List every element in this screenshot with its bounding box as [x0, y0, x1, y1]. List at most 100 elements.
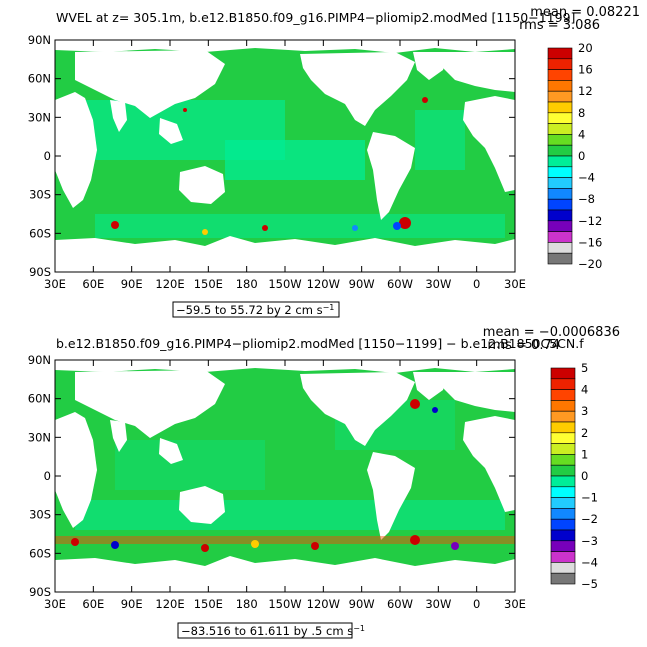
panel-1-lon-label: 90W: [349, 277, 375, 291]
panel-2-colorbar-label: 1: [581, 447, 588, 461]
panel-1-colorbar-label: 12: [578, 84, 593, 98]
panel-2-colorbar-swatch: [550, 551, 576, 563]
panel-1-colorbar-label: −4: [578, 171, 595, 185]
panel-2-lon-label: 180: [236, 597, 258, 611]
panel-1-map: [54, 39, 516, 273]
panel-2-colorbar-swatch: [550, 572, 576, 585]
panel-1-colorbar-swatch: [547, 112, 573, 124]
panel-2-range-label: −83.516 to 61.611 by .5 cm s−1: [181, 624, 365, 638]
panel-2-hotspots: [55, 399, 515, 552]
panel-2-colorbar: 5 4 3 2 1 0 −1 −2 −3 −4 −5: [550, 361, 598, 591]
panel-1-lon-label: 150E: [194, 277, 223, 291]
panel-2-lat-label: 60N: [28, 392, 51, 406]
panel-2-lat-label: 90N: [28, 353, 51, 367]
panel-1-lon-label: 0: [473, 277, 480, 291]
panel-1-colorbar-swatch: [547, 177, 573, 189]
panel-2-lat-label: 90S: [29, 585, 51, 599]
panel-2-colorbar-label: 5: [581, 361, 588, 375]
panel-2-lon-label: 90W: [349, 597, 375, 611]
panel-1-colorbar-label: 8: [578, 106, 585, 120]
panel-2-lon-label: 150W: [268, 597, 301, 611]
panel-1-lon-label: 120E: [155, 277, 184, 291]
panel-1-colorbar-label: 20: [578, 41, 593, 55]
panel-1-lon-label: 120W: [307, 277, 340, 291]
panel-2-colorbar-swatch: [550, 410, 576, 423]
panel-2-map: [54, 359, 516, 593]
panel-1-colorbar-label: −16: [578, 235, 602, 249]
panel-2-colorbar-label: 4: [581, 383, 588, 397]
panel-2-lon-label: 60W: [387, 597, 413, 611]
panel-1-colorbar-swatch: [547, 188, 573, 200]
panel-2-colorbar-swatch: [550, 400, 576, 412]
panel-1-lat-label: 30N: [28, 110, 51, 124]
panel-2-lon-label: 30E: [504, 597, 526, 611]
panel-1-colorbar-swatch: [547, 242, 573, 254]
panel-1-colorbar-label: −12: [578, 214, 602, 228]
panel-1-colorbar-swatch: [547, 252, 573, 265]
panel-1-colorbar: 20 16 12 8 4 0 −4 −8 −12 −16 −20: [547, 41, 602, 271]
panel-1-colorbar-label: −20: [578, 257, 602, 271]
panel-2-colorbar-swatch: [550, 378, 576, 390]
panel-1-lat-axis: 90N 60N 30N 0 30S 60S 90S: [28, 33, 515, 279]
panel-1-colorbar-swatch: [547, 90, 573, 103]
panel-2-colorbar-swatch: [550, 367, 576, 380]
panel-1-lon-label: 150W: [268, 277, 301, 291]
panel-2-rms: rms = 0.74: [487, 338, 560, 353]
panel-1-lat-label: 90S: [29, 265, 51, 279]
panel-1-colorbar-swatch: [547, 101, 573, 114]
panel-2-colorbar-swatch: [550, 529, 576, 542]
panel-1-colorbar-swatch: [547, 209, 573, 222]
panel-1-mean: mean = 0.08221: [530, 5, 640, 20]
panel-2-colorbar-swatch: [550, 454, 576, 466]
panel-2-colorbar-swatch: [550, 432, 576, 444]
panel-2-colorbar-swatch: [550, 497, 576, 509]
panel-1-colorbar-swatch: [547, 144, 573, 157]
panel-1-colorbar-swatch: [547, 198, 573, 211]
panel-2-colorbar-label: −2: [581, 512, 598, 526]
panel-1-lon-label: 30E: [44, 277, 66, 291]
panel-2-lon-label: 90E: [121, 597, 143, 611]
panel-1-colorbar-swatch: [547, 80, 573, 92]
panel-1-colorbar-swatch: [547, 155, 573, 168]
panel-2-colorbar-swatch: [550, 508, 576, 520]
panel-1-hotspots: [111, 97, 428, 235]
panel-1-colorbar-swatch: [547, 166, 573, 178]
panel-2-colorbar-label: −5: [581, 577, 598, 591]
panel-1-lon-label: 30W: [425, 277, 451, 291]
panel-1-colorbar-swatch: [547, 123, 573, 135]
panel-1-lon-axis: 30E 60E 90E 120E 150E 180 150W 120W 90W 60W 30W 0 30…: [44, 40, 526, 291]
panel-1-lon-label: 60E: [82, 277, 104, 291]
panel-1-colorbar-swatch: [547, 220, 573, 232]
panel-1-title: WVEL at z= 305.1m, b.e12.B1850.f09_g16.P…: [56, 10, 575, 25]
panel-1: WVEL at z= 305.1m, b.e12.B1850.f09_g16.P…: [28, 5, 640, 318]
panel-2-mean: mean = −0.0006836: [483, 325, 620, 340]
panel-2-colorbar-swatch: [550, 540, 576, 552]
panel-1-lat-label: 60N: [28, 72, 51, 86]
panel-1-lat-label: 90N: [28, 33, 51, 47]
panel-1-colorbar-swatch: [547, 231, 573, 243]
panel-2-lon-label: 60E: [82, 597, 104, 611]
panel-1-lon-label: 180: [236, 277, 258, 291]
panel-2-lat-label: 0: [44, 469, 51, 483]
panel-1-rms: rms = 3.086: [519, 18, 600, 33]
panel-2-lat-axis: 90N 60N 30N 0 30S 60S 90S: [28, 353, 515, 599]
panel-1-colorbar-swatch: [547, 134, 573, 146]
panel-1-colorbar-label: 0: [578, 149, 585, 163]
panel-2-colorbar-label: 0: [581, 469, 588, 483]
panel-2-lon-axis: 30E 60E 90E 120E 150E 180 150W 120W 90W 60W 30W 0 30…: [44, 360, 526, 611]
panel-2-colorbar-label: −4: [581, 555, 598, 569]
panel-1-colorbar-swatch: [547, 58, 573, 70]
panel-1-colorbar-label: 4: [578, 127, 585, 141]
panel-2-colorbar-label: −1: [581, 491, 598, 505]
panel-2-colorbar-swatch: [550, 475, 576, 488]
panel-1-lon-label: 90E: [121, 277, 143, 291]
panel-2-lat-label: 30N: [28, 430, 51, 444]
panel-1-colorbar-label: 16: [578, 63, 593, 77]
panel-1-colorbar-swatch: [547, 69, 573, 81]
panel-1-lat-label: 60S: [29, 226, 51, 240]
panel-2-colorbar-swatch: [550, 421, 576, 434]
panel-2-lon-label: 30E: [44, 597, 66, 611]
panel-2-colorbar-swatch: [550, 486, 576, 498]
panel-1-lat-label: 0: [44, 149, 51, 163]
panel-2-colorbar-label: 3: [581, 404, 588, 418]
